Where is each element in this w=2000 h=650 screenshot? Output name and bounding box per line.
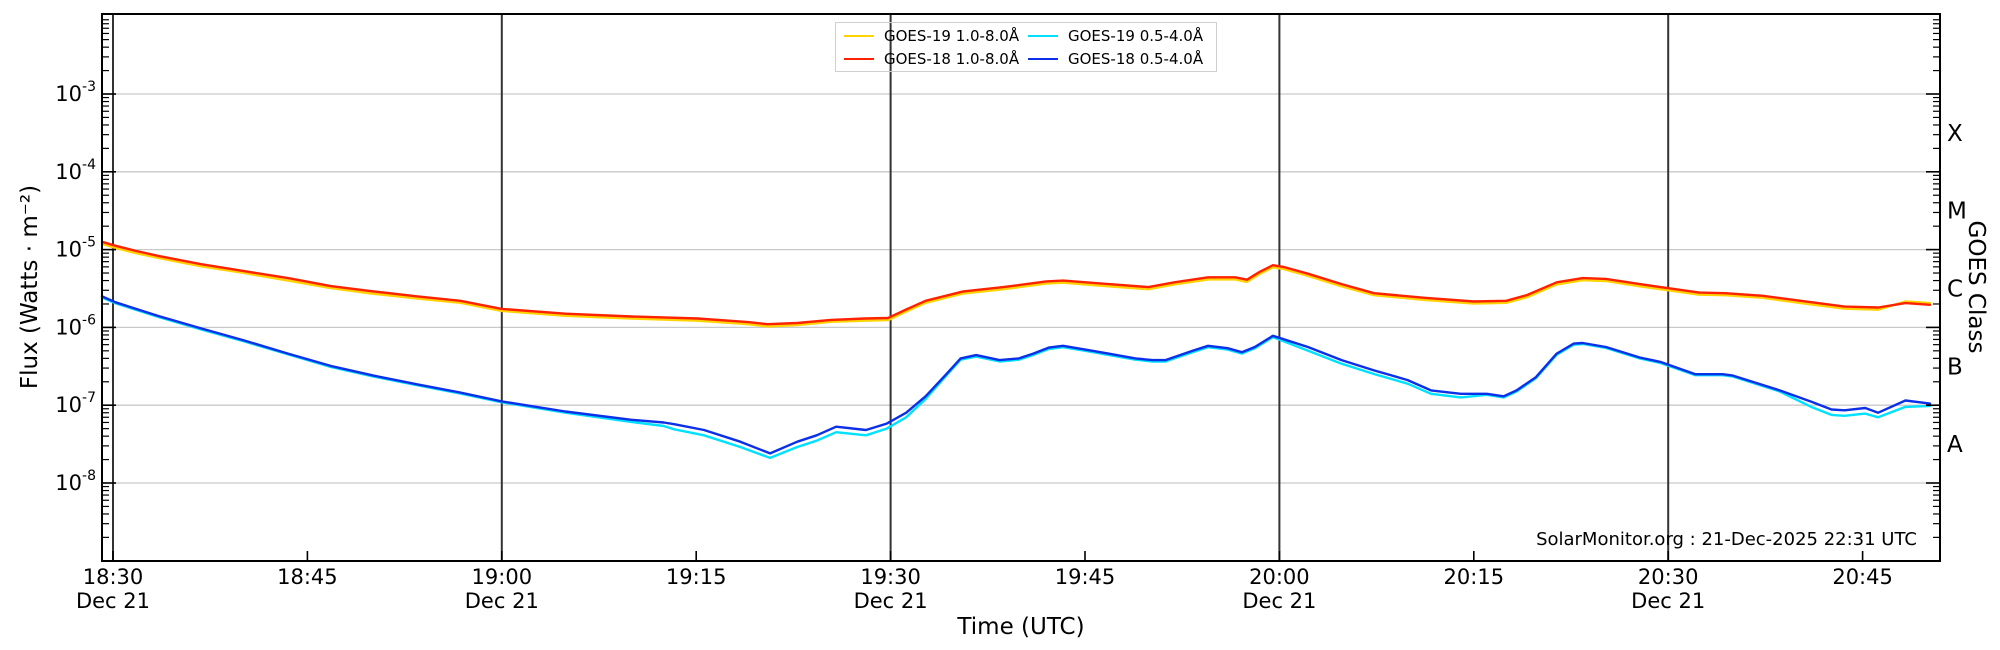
x-tick-label: 19:45	[1055, 565, 1116, 589]
x-tick-label: 20:45	[1832, 565, 1893, 589]
legend-entry-goes18-short: GOES-18 0.5-4.0Å	[1026, 50, 1210, 68]
legend-label: GOES-19 0.5-4.0Å	[1068, 26, 1204, 45]
x-tick-label: 20:30	[1638, 565, 1699, 589]
y-axis-title: Flux (Watts · m⁻²)	[17, 184, 43, 390]
y-tick-label: 10-4	[55, 157, 96, 184]
legend-swatch-red-line-icon	[844, 57, 874, 60]
x-date-label: Dec 21	[1631, 589, 1705, 613]
legend-swatch-blue-line-icon	[1028, 57, 1058, 60]
series-line-3	[100, 295, 1932, 455]
legend-label: GOES-19 1.0-8.0Å	[884, 26, 1020, 45]
legend-entry-goes19-short: GOES-19 0.5-4.0Å	[1026, 27, 1210, 45]
y-tick-label: 10-7	[55, 390, 96, 417]
right-axis-title: GOES Class	[1963, 220, 1989, 354]
x-date-label: Dec 21	[854, 589, 928, 613]
legend-entry-goes19-long: GOES-19 1.0-8.0Å	[842, 27, 1026, 45]
y-tick-label: 10-3	[55, 79, 96, 106]
legend-entry-goes18-long: GOES-18 1.0-8.0Å	[842, 50, 1026, 68]
series-line-0	[100, 242, 1932, 328]
x-axis-title: Time (UTC)	[957, 614, 1085, 640]
plot-border	[101, 13, 1941, 562]
goes-class-label: B	[1947, 354, 1963, 380]
x-tick-label: 18:45	[277, 565, 338, 589]
x-date-label: Dec 21	[465, 589, 539, 613]
x-tick-label: 19:15	[666, 565, 727, 589]
series-line-2	[100, 296, 1932, 460]
watermark-text: SolarMonitor.org : 21-Dec-2025 22:31 UTC	[1536, 529, 1917, 550]
legend: GOES-19 1.0-8.0Å GOES-18 1.0-8.0Å GOES-1…	[835, 22, 1217, 72]
legend-swatch-yellow-line-icon	[844, 34, 874, 37]
legend-swatch-cyan-line-icon	[1028, 34, 1058, 37]
goes-class-label: A	[1947, 432, 1963, 458]
legend-label: GOES-18 1.0-8.0Å	[884, 49, 1020, 68]
goes-class-label: M	[1947, 199, 1967, 225]
y-tick-label: 10-5	[55, 235, 96, 262]
series-line-1	[100, 240, 1932, 326]
legend-label: GOES-18 0.5-4.0Å	[1068, 49, 1204, 68]
x-tick-label: 20:15	[1444, 565, 1505, 589]
y-tick-label: 10-8	[55, 468, 96, 495]
x-tick-label: 18:30	[83, 565, 144, 589]
y-tick-label: 10-6	[55, 312, 96, 339]
x-date-label: Dec 21	[1242, 589, 1316, 613]
x-tick-label: 20:00	[1249, 565, 1310, 589]
x-tick-label: 19:30	[860, 565, 921, 589]
x-tick-label: 19:00	[472, 565, 533, 589]
goes-class-label: X	[1947, 121, 1963, 147]
x-date-label: Dec 21	[76, 589, 150, 613]
goes-class-label: C	[1947, 277, 1963, 303]
